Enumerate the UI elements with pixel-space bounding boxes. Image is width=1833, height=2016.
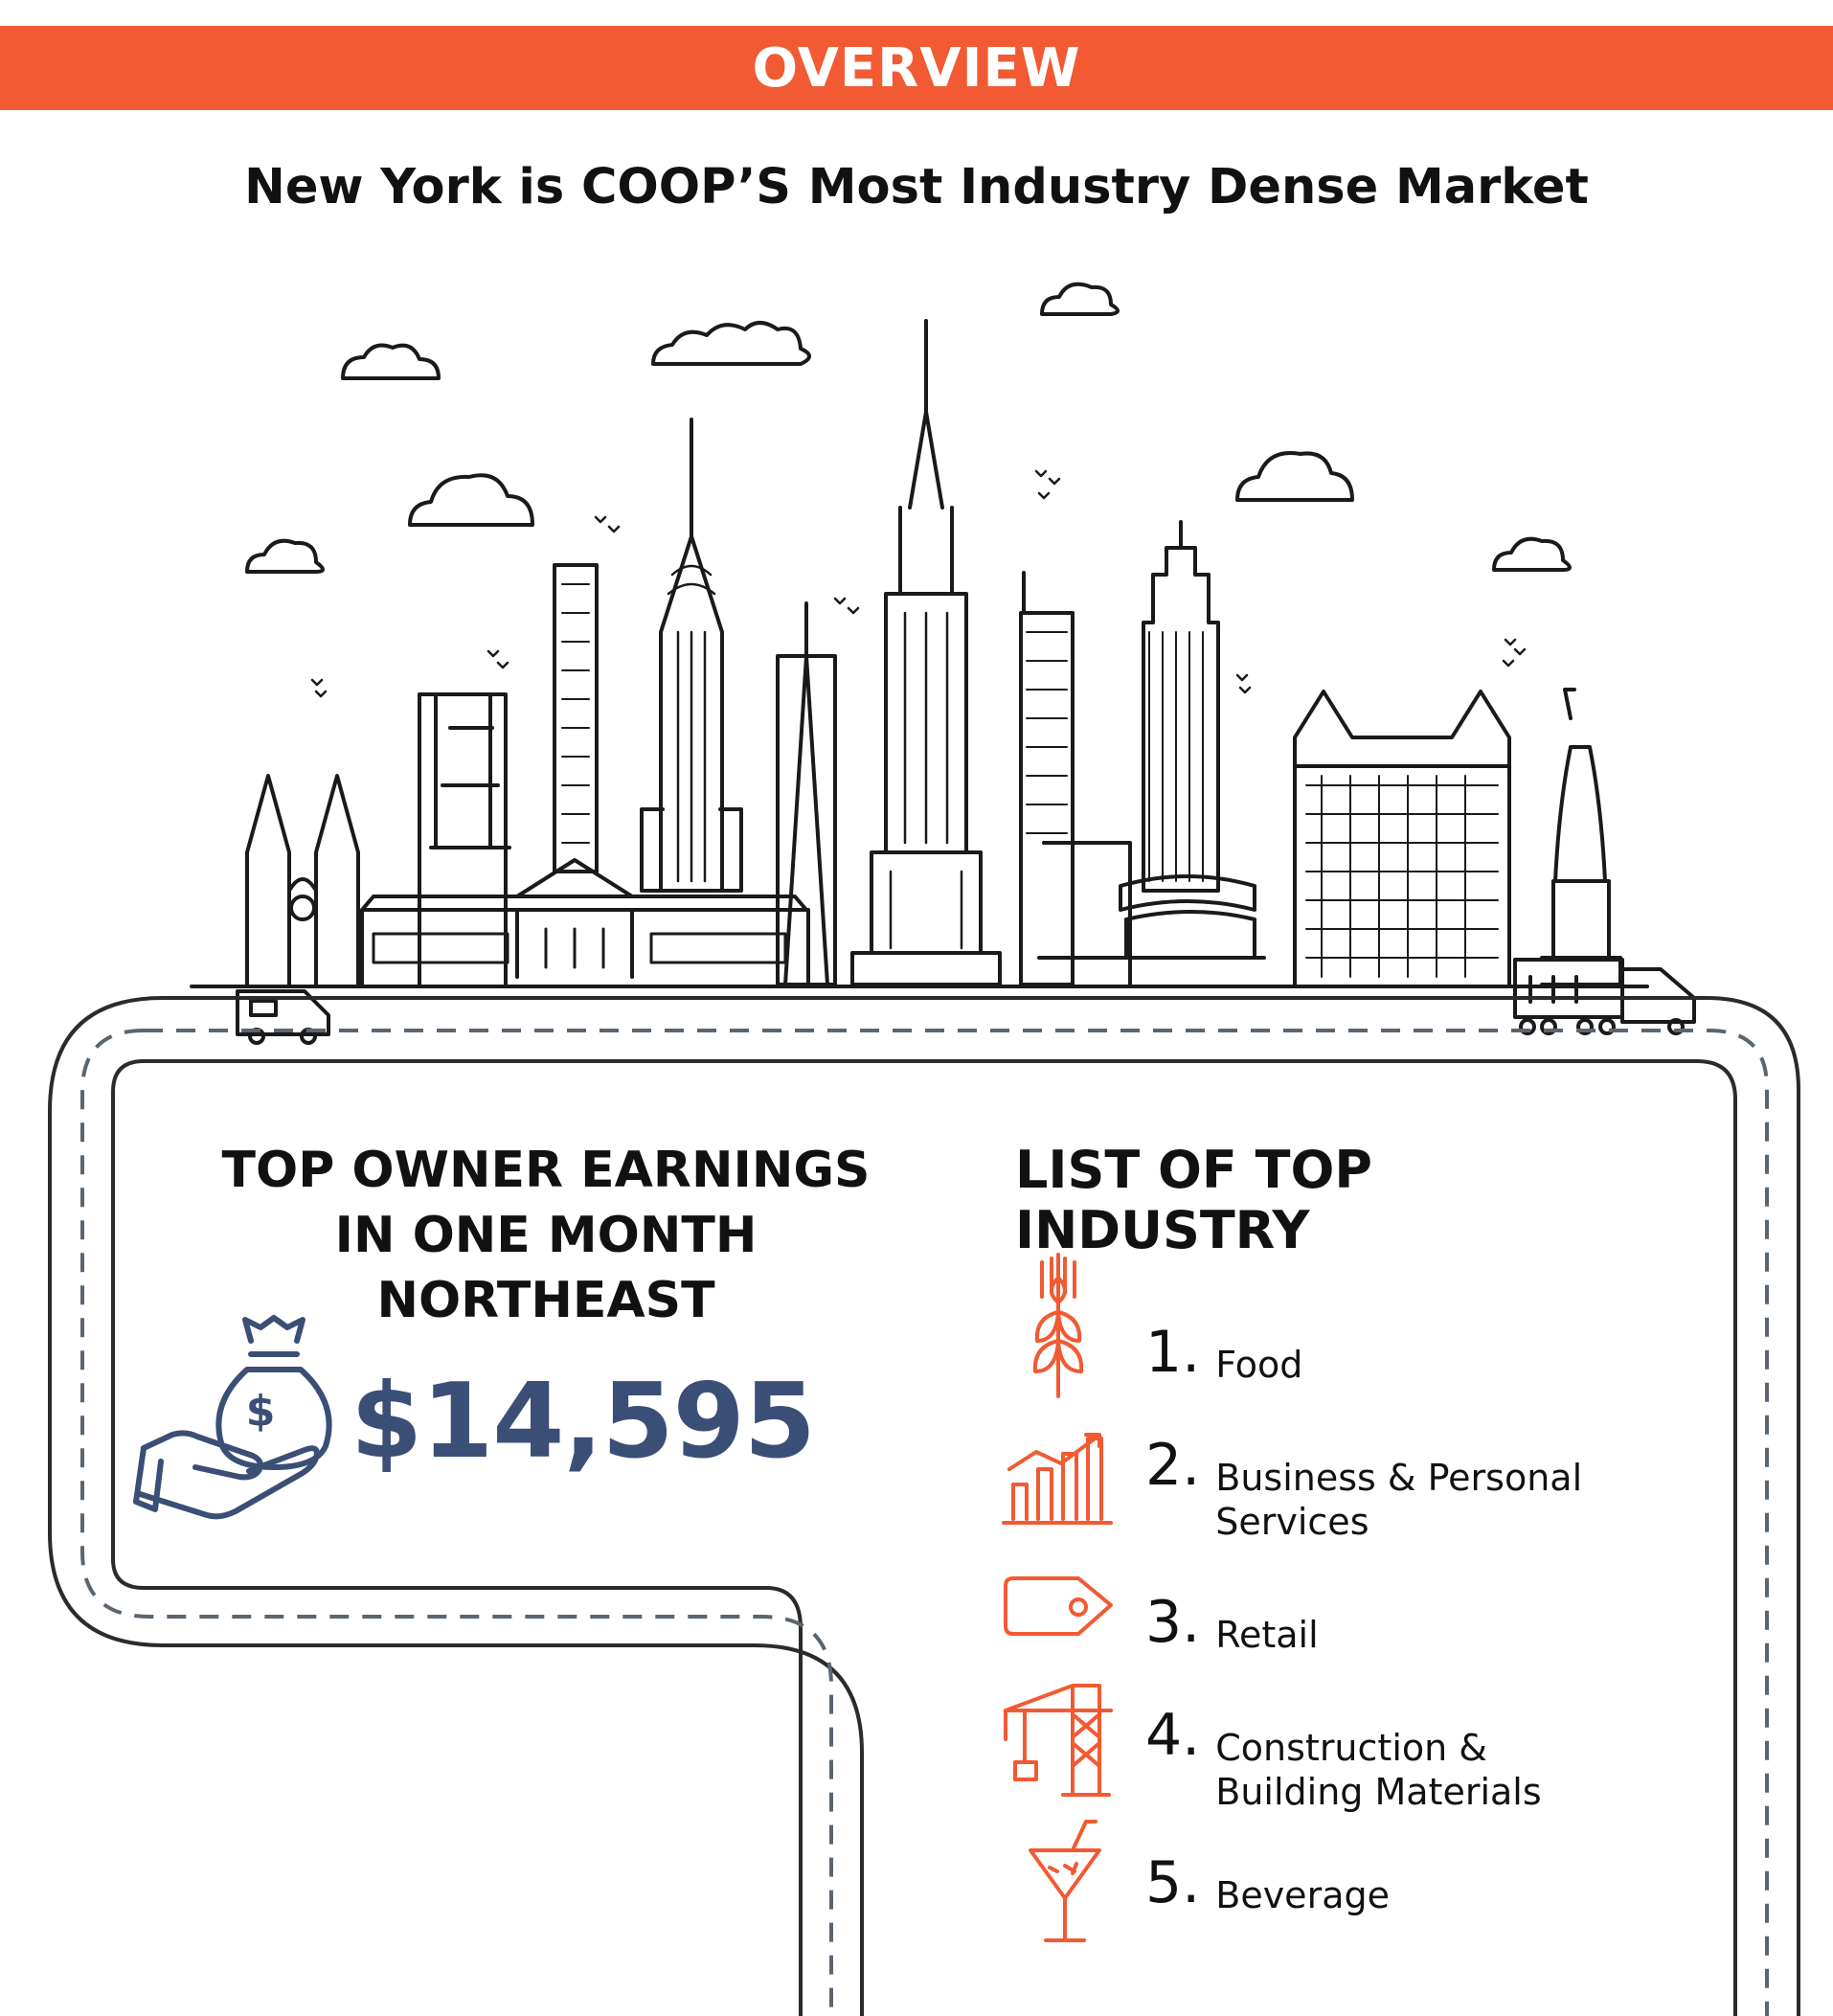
road-frame [48, 996, 1800, 2016]
cocktail-icon [1029, 1820, 1101, 1942]
cloud-icon [1235, 451, 1354, 502]
earnings-heading-line: IN ONE MONTH [334, 1207, 758, 1264]
svg-text:$: $ [246, 1387, 276, 1436]
banner-title: OVERVIEW [752, 36, 1081, 100]
page-subtitle: New York is COOP’S Most Industry Dense M… [244, 159, 1589, 215]
cloud-icon [651, 321, 811, 366]
bar-chart-icon [1002, 1433, 1113, 1525]
industry-label: Construction & Building Materials [1215, 1727, 1542, 1813]
list-item: 1. Food [1145, 1324, 1598, 1387]
earnings-amount: $14,595 [351, 1362, 816, 1482]
overview-banner: OVERVIEW [0, 26, 1833, 110]
money-bag-hand-icon [133, 1315, 332, 1520]
industry-number: 5. [1145, 1849, 1201, 1916]
list-item: 2. Business & Personal Services [1145, 1437, 1618, 1544]
cloud-icon [245, 538, 325, 574]
industry-number: 4. [1145, 1702, 1201, 1769]
industry-number: 2. [1145, 1432, 1201, 1499]
crane-icon [1004, 1684, 1113, 1797]
earnings-heading-line: TOP OWNER EARNINGS [221, 1142, 871, 1199]
cloud-icon [1492, 536, 1572, 572]
cloud-icon [1040, 282, 1120, 316]
industry-number: 1. [1145, 1319, 1201, 1386]
industry-heading: LIST OF TOP INDUSTRY [1015, 1140, 1372, 1260]
earnings-heading-line: NORTHEAST [376, 1272, 715, 1329]
road-dashes [80, 1029, 1769, 2016]
industry-label: Food [1215, 1344, 1303, 1386]
cloud-icon [408, 473, 534, 527]
list-item: 5. Beverage [1145, 1854, 1598, 1917]
industry-label: Retail [1215, 1614, 1319, 1656]
industry-number: 3. [1145, 1589, 1201, 1656]
list-item: 4. Construction & Building Materials [1145, 1707, 1560, 1814]
earnings-heading: TOP OWNER EARNINGS IN ONE MONTH NORTHEAS… [211, 1138, 881, 1333]
cloud-icon [341, 343, 441, 380]
industry-label: Business & Personal Services [1215, 1457, 1583, 1543]
price-tag-icon [1004, 1576, 1113, 1636]
list-item: 3. Retail [1145, 1594, 1598, 1657]
wheat-icon [1032, 1253, 1084, 1398]
industry-label: Beverage [1215, 1874, 1390, 1916]
